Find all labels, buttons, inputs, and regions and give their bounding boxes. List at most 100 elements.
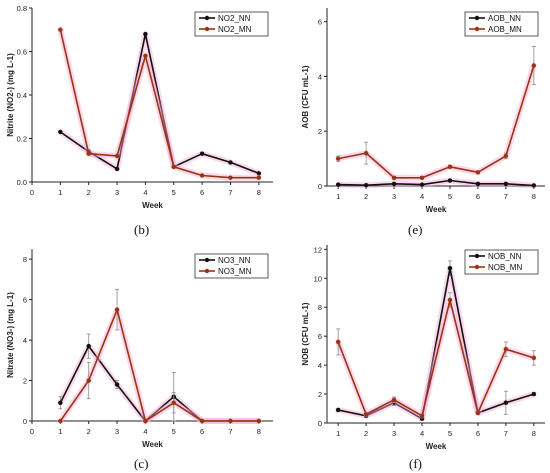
- y-tick-label: 2: [318, 127, 322, 136]
- x-tick-label: 7: [504, 429, 508, 438]
- data-point: [391, 397, 397, 403]
- legend-swatch-marker: [204, 257, 210, 263]
- data-point: [58, 27, 63, 32]
- data-point: [256, 171, 262, 176]
- series-NOB_MN: [335, 292, 537, 419]
- data-point: [531, 391, 537, 397]
- series-line: [59, 308, 259, 422]
- x-tick-label: 4: [143, 188, 147, 197]
- panel-letter-e: (e): [408, 222, 423, 237]
- x-tick-label: 8: [257, 427, 261, 436]
- x-tick-label: 8: [257, 188, 261, 197]
- x-axis-label: Week: [142, 201, 163, 210]
- data-point: [419, 413, 425, 418]
- legend-swatch-marker: [474, 26, 480, 32]
- legend-label: NO2_NN: [218, 14, 251, 23]
- x-tick-label: 5: [448, 192, 452, 201]
- data-point: [114, 153, 120, 159]
- data-point: [171, 400, 176, 405]
- legend-swatch-marker: [474, 15, 480, 21]
- legend-swatch-marker: [204, 15, 210, 21]
- legend-label: NO3_MN: [218, 267, 252, 276]
- data-point: [114, 166, 120, 172]
- data-point: [391, 175, 397, 180]
- series-line: [338, 65, 535, 179]
- x-axis-label: Week: [426, 442, 447, 451]
- y-tick-label: 2: [318, 390, 322, 399]
- data-point: [363, 182, 369, 188]
- data-point: [86, 151, 91, 156]
- x-tick-label: 3: [115, 427, 119, 436]
- x-tick-label: 6: [200, 188, 204, 197]
- y-tick-label: 0.4: [17, 91, 27, 100]
- data-point: [143, 31, 148, 37]
- x-tick-label: 5: [172, 427, 176, 436]
- x-tick-label: 6: [476, 429, 480, 438]
- y-tick-label: 0: [23, 417, 27, 426]
- series-NO2_MN: [57, 26, 262, 181]
- x-tick-label: 5: [448, 429, 452, 438]
- data-point: [447, 265, 453, 271]
- legend-label: NO2_MN: [218, 25, 252, 34]
- series-line: [337, 299, 535, 417]
- data-point: [363, 412, 369, 417]
- series-highlight: [57, 26, 262, 181]
- x-tick-label: 3: [115, 188, 119, 197]
- x-tick-label: 0: [30, 188, 34, 197]
- data-point: [58, 418, 63, 424]
- data-point: [58, 400, 63, 405]
- x-tick-label: 4: [420, 192, 424, 201]
- data-point: [503, 181, 509, 187]
- chart-panel-b: 0 1 2 3 4 5 6 7 8 0.0 0.2 0.4 0.6 0.8 Week Nitrite (NO2…: [6, 4, 273, 210]
- y-axis-label: NOB (CFU mL-1): [301, 302, 310, 365]
- series-NOB_NN: [335, 260, 537, 422]
- data-point: [199, 418, 205, 424]
- data-point: [447, 178, 453, 183]
- legend-label: AOB_MN: [488, 25, 522, 34]
- legend: AOB_NN AOB_MN: [464, 11, 539, 37]
- x-tick-label: 7: [228, 427, 232, 436]
- data-point: [86, 343, 91, 349]
- data-point: [531, 355, 537, 361]
- x-axis-label: Week: [142, 440, 163, 449]
- series-AOB_NN: [335, 177, 537, 189]
- data-point: [531, 63, 537, 68]
- series-NO3_MN: [57, 289, 262, 424]
- x-tick-label: 6: [200, 427, 204, 436]
- data-point: [419, 182, 425, 187]
- y-tick-label: 12: [314, 245, 322, 254]
- x-tick-label: 1: [336, 192, 340, 201]
- data-point: [199, 151, 205, 156]
- legend-label: AOB_NN: [488, 14, 521, 23]
- x-tick-label: 7: [504, 192, 508, 201]
- x-tick-label: 1: [58, 188, 62, 197]
- legend: NO3_NN NO3_MN: [194, 253, 269, 279]
- legend-swatch-marker: [204, 268, 210, 274]
- x-tick-label: 1: [58, 427, 62, 436]
- data-point: [391, 181, 397, 187]
- data-point: [228, 160, 233, 165]
- y-axis-label: AOB (CFU mL-1): [301, 65, 310, 128]
- data-point: [335, 156, 341, 161]
- data-point: [228, 418, 233, 424]
- y-axis-label: Nitrite (NO2-) (mg L-1): [6, 53, 15, 137]
- y-tick-label: 6: [23, 296, 27, 305]
- data-point: [86, 378, 91, 383]
- series-line: [59, 29, 259, 179]
- data-point: [335, 339, 341, 345]
- legend: NO2_NN NO2_MN: [194, 11, 269, 37]
- chart-panel-c: 0 1 2 3 4 5 6 7 8 0 2 4 6 8 Week Nitrate (NO3-) (mg L-1…: [6, 249, 273, 449]
- data-point: [447, 297, 453, 303]
- data-point: [475, 410, 481, 416]
- y-tick-label: 4: [318, 72, 322, 81]
- y-axis-label: Nitrate (NO3-) (mg L-1): [6, 292, 15, 378]
- y-tick-label: 2: [23, 377, 27, 386]
- data-point: [335, 182, 341, 187]
- legend: NOB_NN NOB_MN: [464, 249, 539, 275]
- y-tick-label: 0: [318, 182, 322, 191]
- data-point: [447, 164, 453, 170]
- data-point: [531, 183, 537, 188]
- data-point: [199, 173, 205, 178]
